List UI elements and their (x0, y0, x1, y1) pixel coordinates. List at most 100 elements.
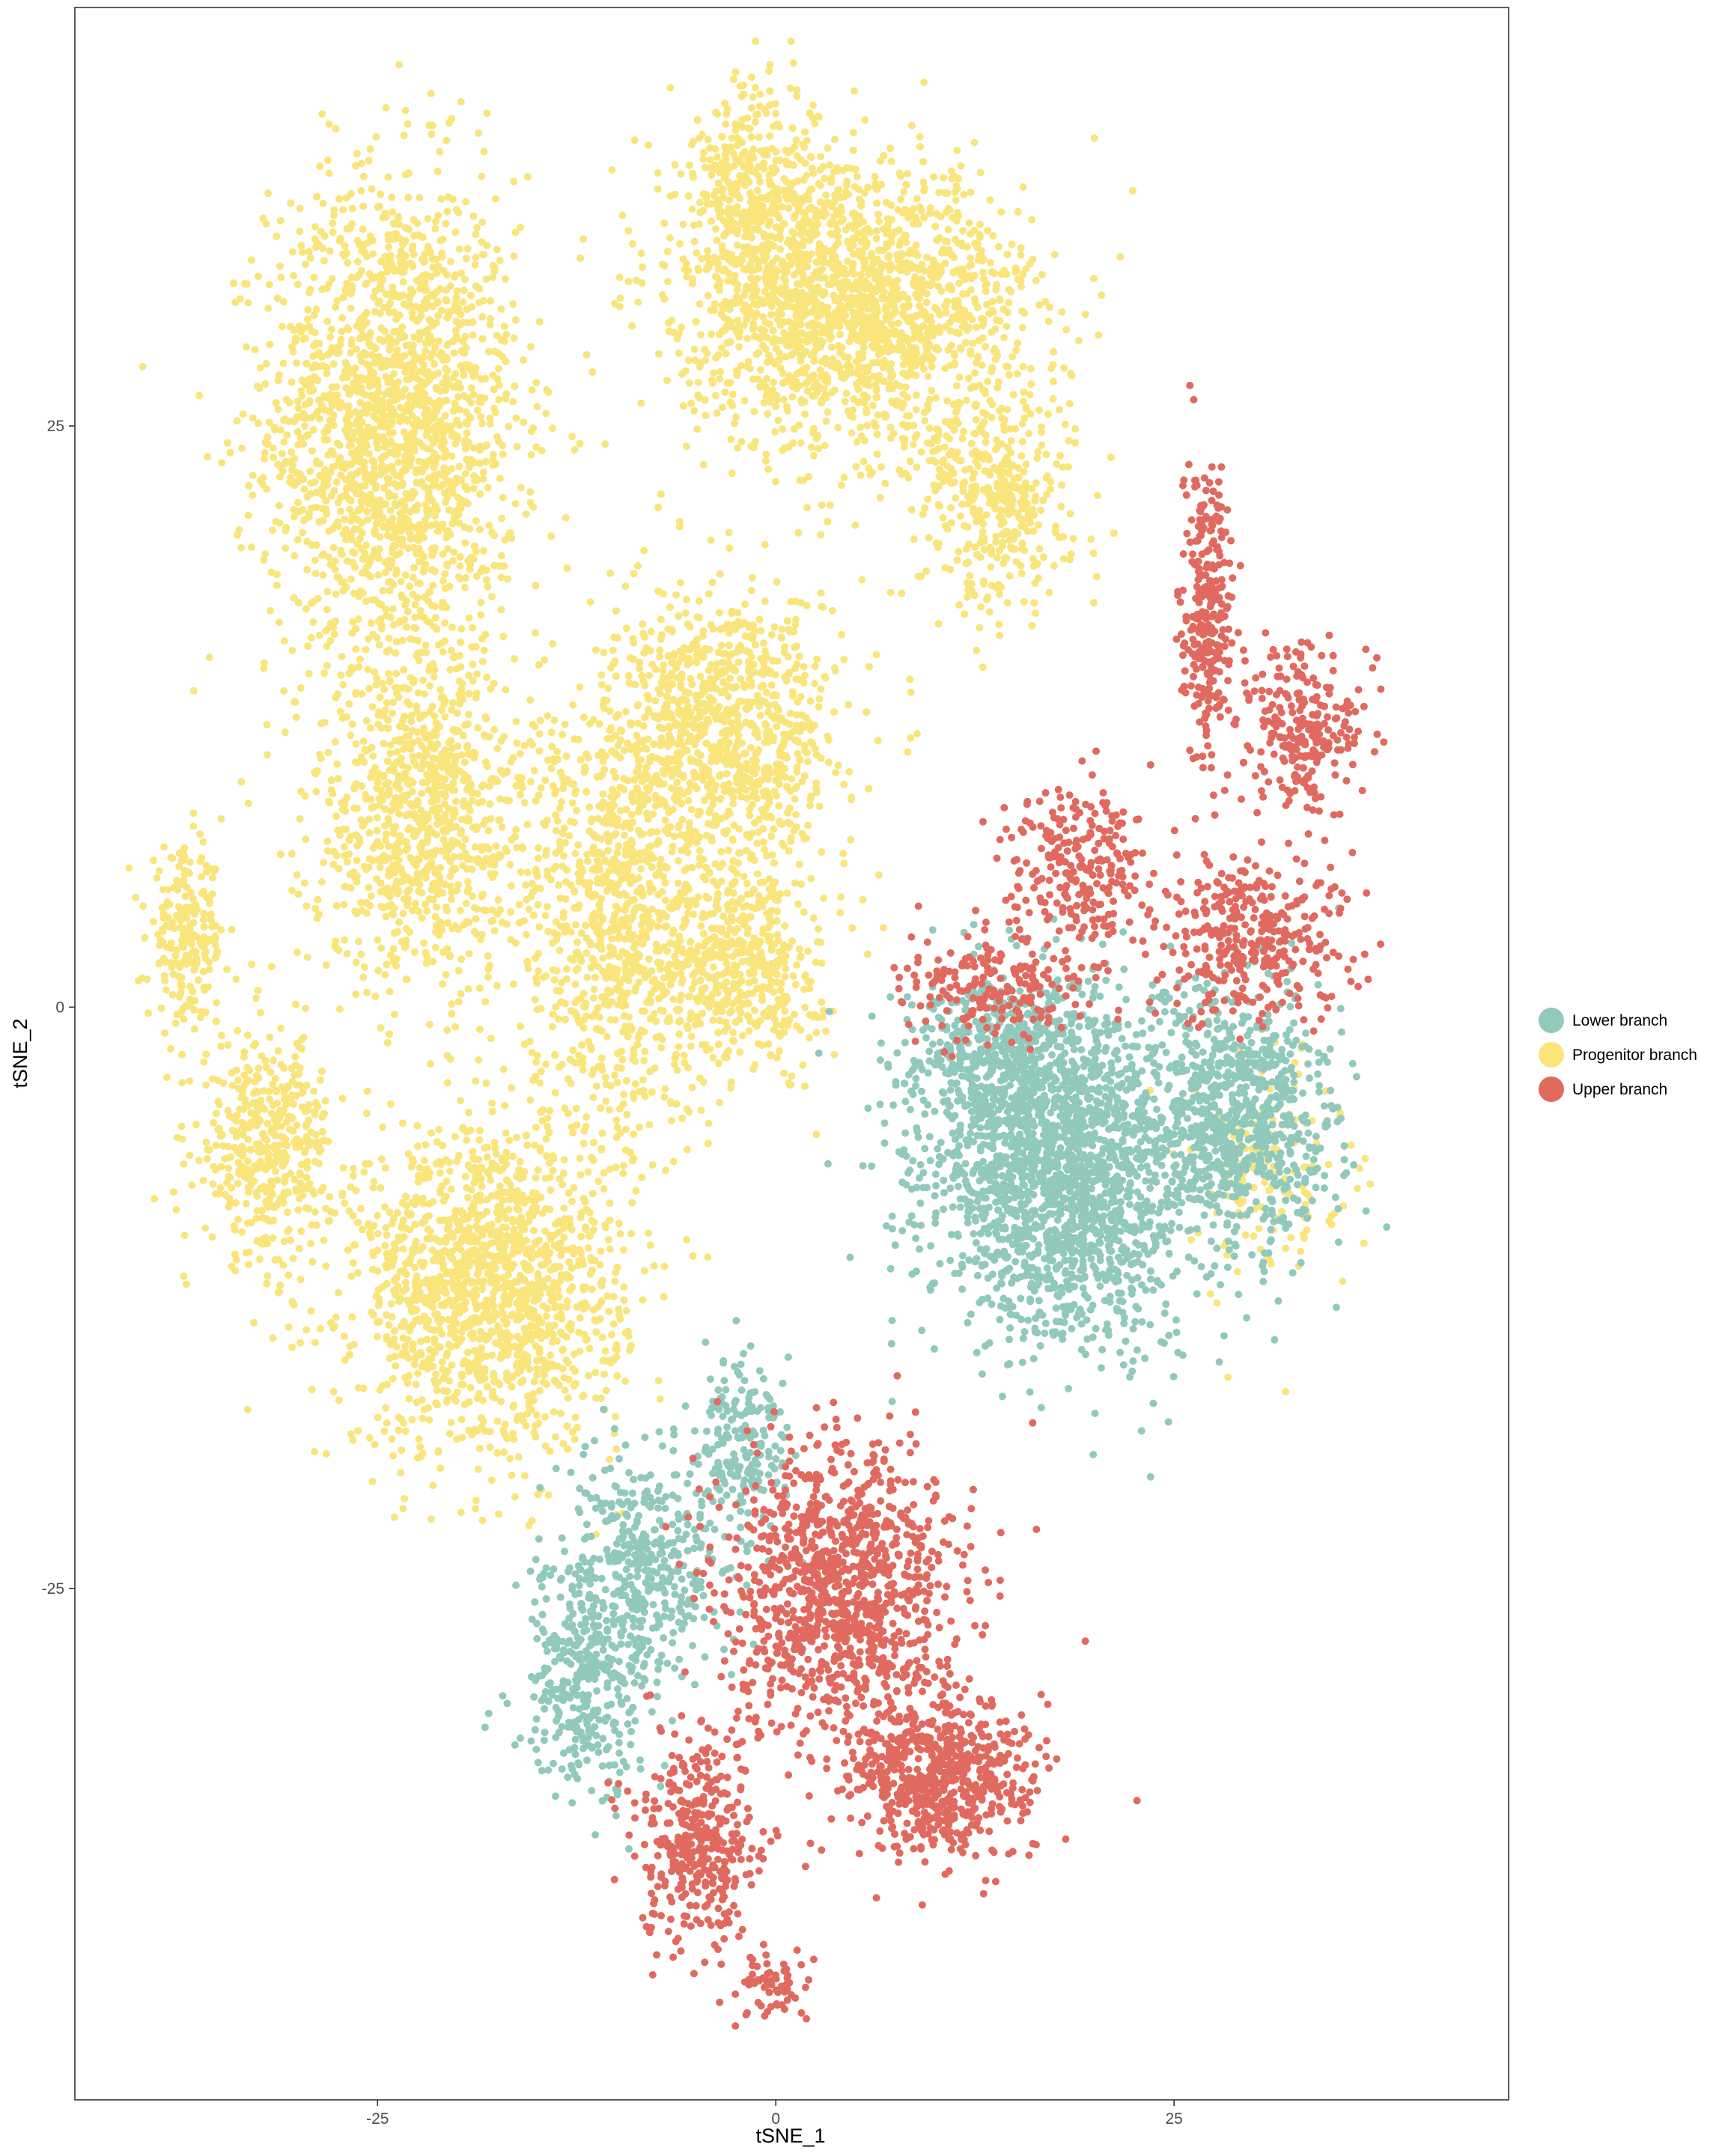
data-point (291, 1053, 299, 1061)
data-point (465, 614, 473, 622)
data-point (520, 418, 528, 427)
data-point (588, 1190, 597, 1198)
data-point (435, 337, 443, 345)
data-point (383, 884, 391, 892)
data-point (202, 1138, 210, 1146)
data-point (424, 511, 432, 519)
data-point (333, 296, 341, 305)
data-point (264, 433, 272, 441)
data-point (368, 478, 377, 486)
data-point (382, 1404, 390, 1412)
data-point (325, 169, 333, 177)
data-point (371, 764, 379, 772)
data-point (454, 1226, 462, 1234)
data-point (399, 1287, 407, 1295)
data-point (483, 1383, 491, 1391)
data-point (420, 870, 428, 878)
data-point (216, 1132, 225, 1140)
data-point (195, 392, 204, 400)
data-point (315, 415, 323, 423)
data-point (427, 762, 435, 770)
data-point (292, 713, 300, 722)
data-point (532, 629, 540, 637)
data-point (270, 1216, 278, 1225)
data-point (406, 392, 414, 400)
data-point (375, 600, 383, 608)
data-point (440, 880, 448, 889)
data-point (392, 649, 400, 657)
data-point (354, 1269, 362, 1277)
data-point (474, 1465, 482, 1473)
data-point (405, 1395, 413, 1403)
data-point (517, 868, 525, 876)
data-point (441, 811, 449, 819)
data-point (559, 1345, 568, 1353)
data-point (399, 240, 407, 249)
data-point (391, 480, 398, 488)
data-point (472, 1318, 480, 1327)
data-point (365, 557, 373, 565)
data-point (467, 1210, 475, 1218)
data-point (363, 360, 371, 368)
data-point (269, 1056, 277, 1065)
data-point (474, 724, 482, 732)
data-point (451, 1334, 460, 1342)
data-point (475, 1136, 484, 1144)
data-point (353, 376, 361, 384)
data-point (475, 984, 484, 993)
data-point (280, 438, 288, 446)
data-point (420, 1258, 428, 1267)
data-point (455, 245, 463, 253)
data-point (263, 721, 271, 729)
data-point (422, 641, 430, 649)
data-point (457, 1097, 464, 1105)
data-point (537, 1193, 545, 1202)
data-point (477, 611, 485, 619)
data-point (207, 937, 215, 945)
data-point (320, 232, 329, 240)
data-point (397, 1294, 405, 1303)
data-point (290, 272, 297, 280)
data-point (422, 501, 430, 509)
data-point (460, 286, 468, 294)
data-point (429, 582, 437, 590)
data-point (449, 864, 457, 872)
data-point (228, 1082, 237, 1089)
data-point (311, 570, 320, 578)
data-point (517, 1336, 525, 1345)
data-point (441, 365, 449, 373)
data-point (218, 459, 226, 467)
data-point (330, 463, 338, 471)
data-point (646, 1241, 654, 1249)
data-point (179, 925, 187, 933)
data-point (253, 1190, 261, 1198)
data-point (349, 1165, 357, 1172)
data-point (472, 253, 480, 261)
data-point (571, 445, 579, 454)
data-point (448, 195, 457, 204)
data-point (353, 150, 361, 158)
data-point (355, 526, 363, 533)
data-point (433, 890, 442, 898)
data-point (349, 1212, 357, 1220)
data-point (318, 110, 326, 118)
data-point (438, 1358, 446, 1366)
data-point (439, 948, 447, 956)
data-point (466, 1383, 475, 1392)
data-point (619, 1246, 627, 1254)
data-point (374, 1246, 382, 1255)
data-point (440, 453, 448, 461)
data-point (358, 497, 366, 505)
data-point (150, 856, 157, 865)
data-point (496, 475, 504, 482)
data-point (484, 952, 492, 960)
data-point (544, 1491, 553, 1499)
data-point (473, 1270, 481, 1279)
data-point (337, 508, 344, 515)
data-point (162, 902, 170, 910)
data-point (410, 831, 418, 839)
data-point (536, 1386, 544, 1395)
data-point (547, 1235, 555, 1243)
data-point (282, 544, 290, 552)
data-point (401, 943, 409, 951)
